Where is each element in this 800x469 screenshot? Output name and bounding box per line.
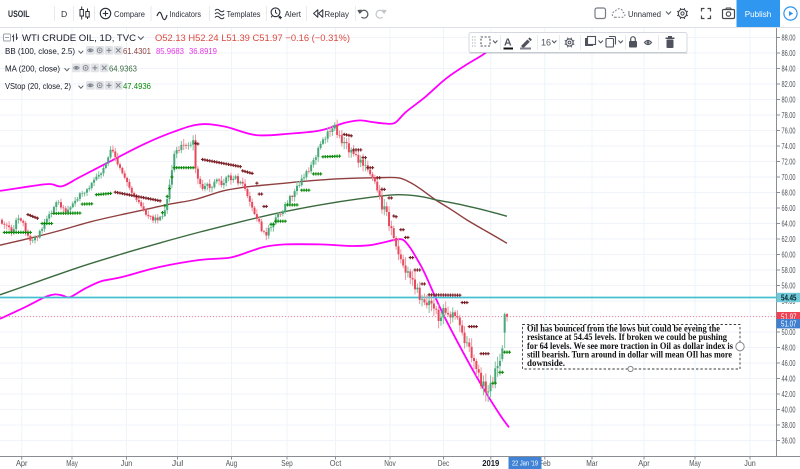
- svg-text:70.00: 70.00: [782, 173, 796, 182]
- svg-text:VStop (20, close, 2): VStop (20, close, 2): [5, 81, 71, 91]
- svg-text:16: 16: [541, 38, 551, 48]
- svg-text:86.00: 86.00: [782, 49, 796, 58]
- svg-text:80.00: 80.00: [782, 95, 796, 104]
- svg-text:51.07: 51.07: [781, 320, 797, 329]
- svg-text:MA (200, close): MA (200, close): [5, 64, 60, 74]
- svg-text:Aug: Aug: [226, 458, 238, 468]
- svg-text:42.00: 42.00: [782, 390, 796, 399]
- svg-text:Nov: Nov: [384, 458, 396, 468]
- svg-text:Apr: Apr: [16, 458, 28, 468]
- svg-text:WTI CRUDE OIL, 1D, TVC: WTI CRUDE OIL, 1D, TVC: [22, 33, 136, 43]
- svg-text:May: May: [689, 458, 701, 468]
- svg-text:USOIL: USOIL: [8, 9, 30, 19]
- svg-text:Sep: Sep: [281, 458, 293, 468]
- svg-text:54.45: 54.45: [781, 294, 797, 303]
- svg-text:resistance at 54.45 levels. If: resistance at 54.45 levels. If broken we…: [527, 332, 727, 342]
- svg-text:61.4301: 61.4301: [123, 46, 151, 56]
- svg-text:D: D: [61, 9, 67, 19]
- svg-text:38.00: 38.00: [782, 421, 796, 430]
- svg-text:Indicators: Indicators: [170, 9, 202, 19]
- svg-text:O52.13 H52.24 L51.39 C51.97 −0: O52.13 H52.24 L51.39 C51.97 −0.16 (−0.31…: [155, 33, 350, 43]
- svg-text:Compare: Compare: [114, 9, 145, 19]
- svg-text:Replay: Replay: [325, 9, 350, 19]
- svg-text:Mar: Mar: [586, 458, 598, 468]
- svg-text:68.00: 68.00: [782, 188, 796, 197]
- svg-text:still bearish. Turn around in: still bearish. Turn around in dollar wil…: [527, 349, 732, 359]
- svg-text:Unnamed: Unnamed: [628, 9, 661, 19]
- svg-text:51.97: 51.97: [781, 313, 797, 322]
- svg-text:60.00: 60.00: [782, 250, 796, 259]
- svg-text:2019: 2019: [482, 458, 499, 468]
- svg-text:48.00: 48.00: [782, 343, 796, 352]
- svg-text:May: May: [66, 458, 78, 468]
- svg-text:40.00: 40.00: [782, 405, 796, 414]
- svg-text:Dec: Dec: [438, 458, 450, 468]
- svg-text:downside.: downside.: [527, 358, 565, 368]
- svg-text:Apr: Apr: [638, 458, 650, 468]
- svg-text:85.9683: 85.9683: [156, 46, 184, 56]
- svg-text:36.8919: 36.8919: [189, 46, 217, 56]
- svg-text:56.00: 56.00: [782, 281, 796, 290]
- svg-text:62.00: 62.00: [782, 235, 796, 244]
- svg-text:76.00: 76.00: [782, 126, 796, 135]
- svg-text:Templates: Templates: [227, 9, 261, 19]
- svg-text:Jun: Jun: [744, 458, 756, 468]
- svg-text:36.00: 36.00: [782, 436, 796, 445]
- svg-text:47.4936: 47.4936: [123, 81, 151, 91]
- svg-text:72.00: 72.00: [782, 157, 796, 166]
- svg-text:Alert: Alert: [285, 9, 302, 19]
- svg-text:A: A: [504, 37, 512, 49]
- svg-text:Publish: Publish: [745, 9, 772, 19]
- svg-text:66.00: 66.00: [782, 204, 796, 213]
- svg-text:44.00: 44.00: [782, 374, 796, 383]
- svg-text:Oil has bounced from the lows: Oil has bounced from the lows but could …: [527, 324, 720, 334]
- svg-text:Oct: Oct: [330, 458, 342, 468]
- svg-text:22 Jan '19: 22 Jan '19: [512, 460, 538, 467]
- svg-text:82.00: 82.00: [782, 80, 796, 89]
- svg-text:BB (100, close, 2.5): BB (100, close, 2.5): [5, 46, 75, 56]
- svg-text:Feb: Feb: [539, 458, 551, 468]
- svg-text:46.00: 46.00: [782, 359, 796, 368]
- svg-text:Jul: Jul: [172, 458, 184, 468]
- svg-text:for 64 levels. We see more tra: for 64 levels. We see more traction in O…: [527, 341, 733, 351]
- svg-text:50.00: 50.00: [782, 328, 796, 337]
- svg-text:78.00: 78.00: [782, 111, 796, 120]
- svg-text:Jun: Jun: [121, 458, 133, 468]
- svg-text:64.00: 64.00: [782, 219, 796, 228]
- svg-text:84.00: 84.00: [782, 64, 796, 73]
- svg-text:64.9363: 64.9363: [109, 64, 137, 74]
- svg-text:58.00: 58.00: [782, 266, 796, 275]
- svg-text:74.00: 74.00: [782, 142, 796, 151]
- svg-text:88.00: 88.00: [782, 33, 796, 42]
